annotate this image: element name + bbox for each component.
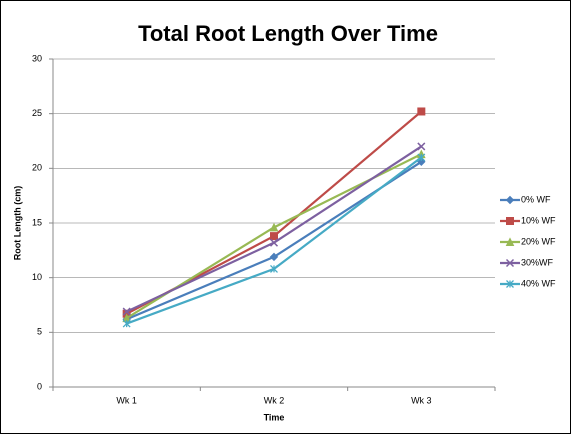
legend-label: 20% WF (521, 236, 556, 246)
marker (269, 238, 279, 247)
marker (270, 264, 278, 273)
x-tick-label: Wk 2 (264, 395, 285, 405)
marker (269, 222, 279, 232)
legend-label: 0% WF (521, 194, 551, 204)
y-tick-label: 25 (32, 108, 42, 118)
y-tick-label: 10 (32, 272, 42, 282)
legend-marker (506, 280, 514, 288)
marker (417, 107, 426, 116)
marker (417, 142, 426, 151)
y-tick-label: 20 (32, 163, 42, 173)
legend-label: 30%WF (521, 257, 554, 267)
marker (122, 307, 131, 316)
legend-label: 40% WF (521, 278, 556, 288)
y-tick-label: 30 (32, 53, 42, 63)
legend-marker (505, 195, 515, 205)
marker (417, 153, 426, 162)
marker (122, 319, 131, 328)
x-tick-label: Wk 3 (411, 395, 432, 405)
y-axis-label: Root Length (cm) (12, 186, 22, 261)
legend-marker (505, 237, 515, 246)
x-tick-label: Wk 1 (116, 395, 137, 405)
y-tick-label: 5 (37, 327, 42, 337)
legend-marker (505, 258, 515, 268)
legend-marker (506, 217, 514, 225)
marker (269, 252, 279, 262)
y-tick-label: 0 (37, 381, 42, 391)
legend-label: 10% WF (521, 215, 556, 225)
x-axis-label: Time (264, 412, 285, 422)
chart-title: Total Root Length Over Time (138, 21, 438, 46)
marker (270, 232, 278, 241)
y-tick-label: 15 (32, 217, 42, 227)
